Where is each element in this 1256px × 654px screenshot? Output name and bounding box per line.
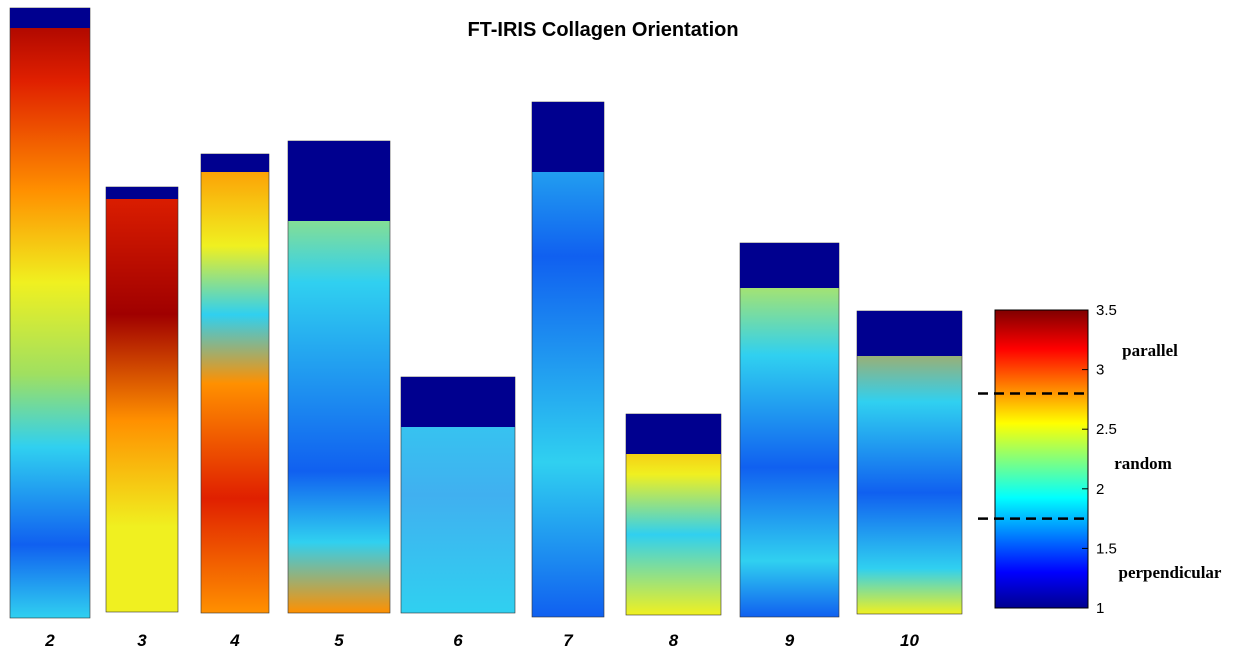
panel-label: 2: [44, 631, 55, 650]
tick-label: 3.5: [1096, 302, 1117, 319]
panel-label: 4: [229, 631, 240, 650]
background-region: [857, 311, 962, 356]
colorbar: [994, 309, 1089, 609]
background-region: [288, 141, 390, 221]
tick-label: 3: [1096, 362, 1104, 379]
panel-label: 10: [900, 631, 919, 650]
annotation: parallel: [1122, 341, 1178, 360]
panel-image: [531, 101, 605, 618]
panel-label: 5: [334, 631, 344, 650]
background-region: [626, 414, 721, 454]
background-region: [106, 187, 178, 199]
panel-image: [9, 7, 91, 619]
panel-label: 8: [669, 631, 679, 650]
annotation: perpendicular: [1119, 563, 1222, 582]
title: FT-IRIS Collagen Orientation: [467, 19, 738, 41]
panel-image: [856, 310, 963, 615]
background-region: [401, 377, 515, 427]
tick-label: 2: [1096, 481, 1104, 498]
panel-image: [739, 242, 840, 618]
tick-label: 2.5: [1096, 421, 1117, 438]
panel-label: 9: [785, 631, 795, 650]
tick-label: 1.5: [1096, 540, 1117, 557]
background-region: [532, 102, 604, 172]
panel-label: 7: [563, 631, 574, 650]
panel-image: [200, 153, 270, 614]
panel-label: 3: [137, 631, 147, 650]
background-region: [201, 154, 269, 172]
tick-label: 1: [1096, 600, 1104, 617]
annotation: random: [1114, 454, 1172, 473]
background-region: [10, 8, 90, 28]
panel-image: [105, 186, 179, 613]
background-region: [740, 243, 839, 288]
panel-label: 6: [453, 631, 463, 650]
